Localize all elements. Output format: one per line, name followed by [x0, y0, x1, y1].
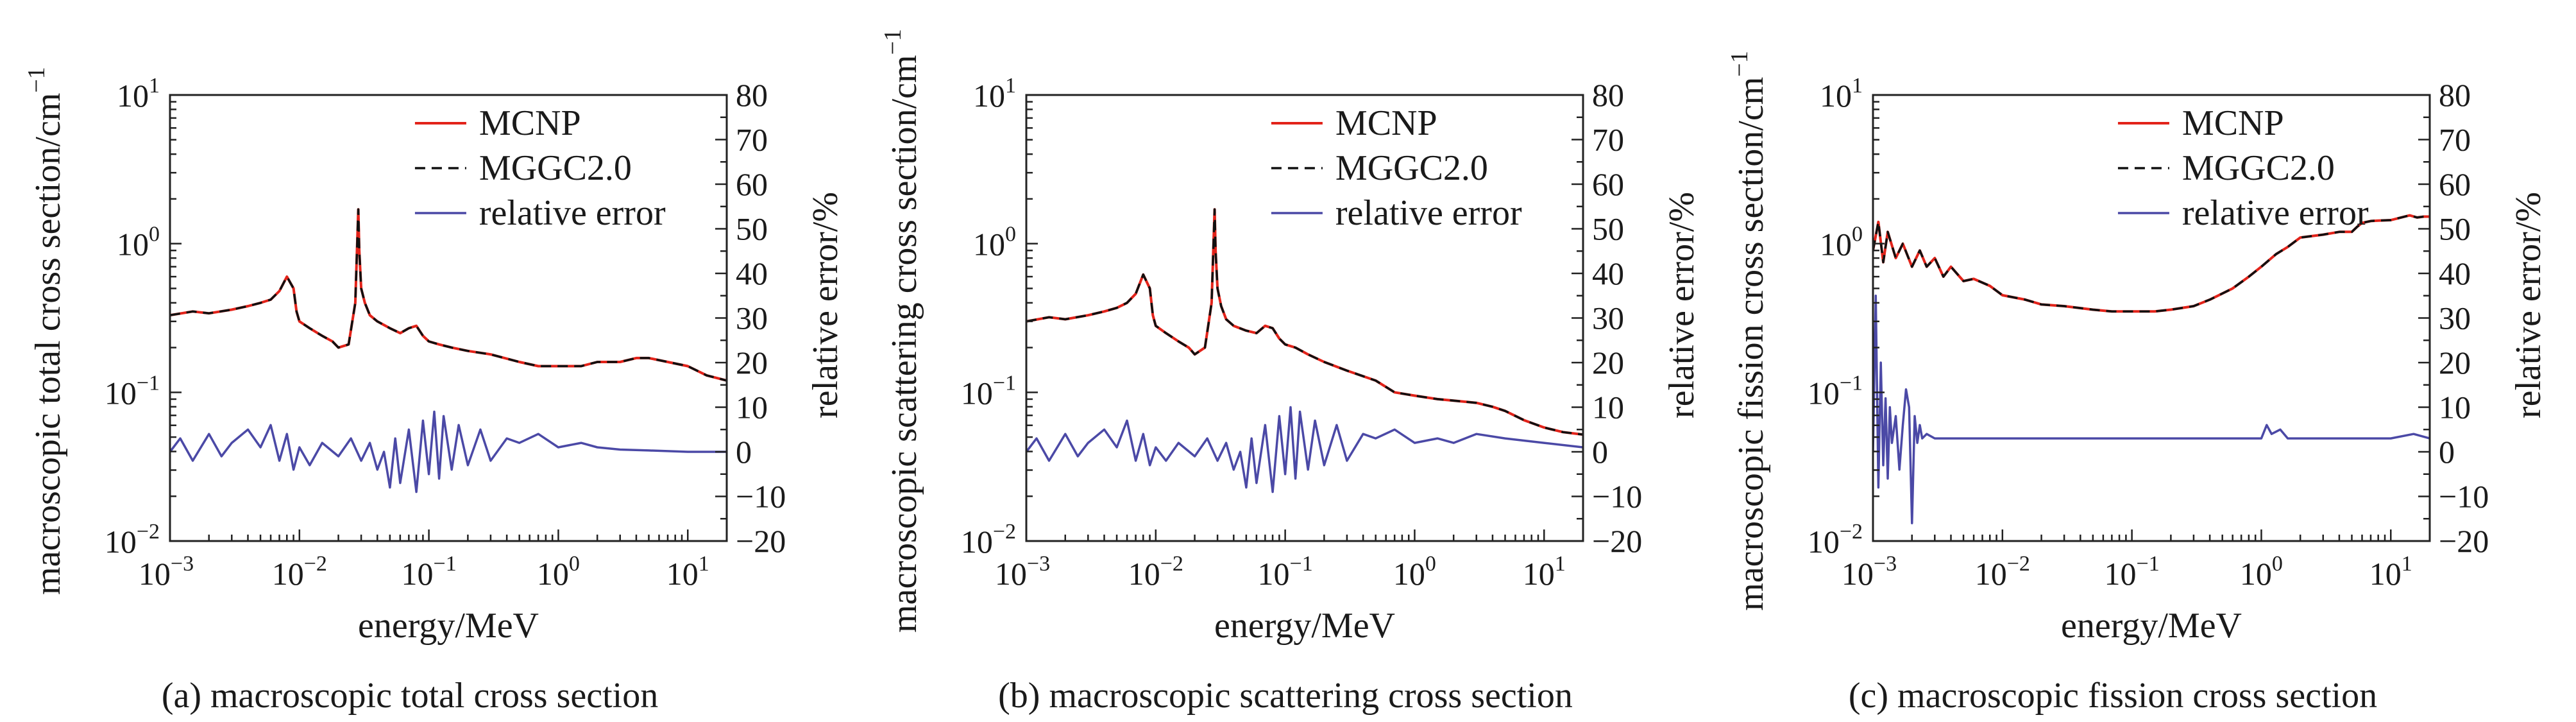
series-line-relative-error: [1026, 406, 1583, 494]
x-tick-label: 100: [2240, 552, 2283, 592]
y2-tick-label: 0: [1592, 434, 1608, 470]
legend-label: MGGC2.0: [479, 148, 632, 188]
x-tick-label: 10−1: [1258, 552, 1313, 592]
x-axis-title: energy/MeV: [2061, 606, 2242, 646]
y2-tick-label: 10: [2439, 390, 2471, 425]
plot-area: [1873, 214, 2430, 524]
series-line-mggc2-0: [170, 208, 727, 382]
series-line-mggc2-0: [1873, 214, 2430, 313]
x-tick-label: 10−3: [139, 552, 194, 592]
x-tick-label: 10−2: [272, 552, 327, 592]
x-tick-label: 10−2: [1128, 552, 1183, 592]
x-tick-label: 10−2: [1975, 552, 2030, 592]
y2-tick-label: 80: [2439, 77, 2471, 113]
x-axis-title: energy/MeV: [1214, 606, 1395, 646]
y2-tick-label: 40: [1592, 255, 1624, 291]
legend-label: MCNP: [1335, 103, 1437, 143]
y-tick-label: 101: [1820, 74, 1863, 114]
chart-panel-b: 10−3 10−2 10−1 100 10110−210−1100101−20−1001…: [879, 29, 1702, 716]
figure-caption: (b) macroscopic scattering cross section: [998, 676, 1573, 716]
y2-tick-label: 0: [736, 434, 752, 470]
x-tick-label: 10−1: [2105, 552, 2160, 592]
series-line-relative-error: [170, 410, 727, 494]
y-axis-title: macroscopic fission cross section/cm−1: [1726, 51, 1771, 610]
series-line-relative-error: [1873, 294, 2430, 524]
x-tick-label: 10−3: [995, 552, 1050, 592]
plot-area: [170, 208, 727, 494]
y-tick-label: 10−2: [1808, 520, 1863, 560]
series-line-mggc2-0: [1026, 208, 1583, 436]
y2-tick-label: 30: [2439, 300, 2471, 336]
y2-tick-label: 20: [1592, 345, 1624, 381]
y2-axis-title: relative error/%: [806, 192, 845, 418]
y2-tick-label: −10: [1592, 479, 1642, 515]
y2-axis-title: relative error/%: [2509, 192, 2548, 418]
y2-tick-label: 50: [736, 211, 768, 247]
y-tick-label: 10−2: [105, 520, 160, 560]
y2-tick-label: 20: [2439, 345, 2471, 381]
y2-tick-label: 70: [736, 122, 768, 158]
y-tick-label: 100: [117, 223, 160, 262]
legend-label: MGGC2.0: [1335, 148, 1488, 188]
y-tick-label: 10−2: [961, 520, 1016, 560]
y-tick-label: 100: [1820, 223, 1863, 262]
x-tick-label: 100: [537, 552, 580, 592]
y2-tick-label: 20: [736, 345, 768, 381]
y2-tick-label: 60: [2439, 166, 2471, 202]
y2-tick-label: −20: [2439, 523, 2489, 559]
y2-tick-label: 10: [736, 390, 768, 425]
y2-tick-label: 0: [2439, 434, 2455, 470]
y2-tick-label: −10: [736, 479, 786, 515]
y2-tick-label: 80: [736, 77, 768, 113]
y2-tick-label: 60: [736, 166, 768, 202]
y-tick-label: 100: [973, 223, 1016, 262]
y2-tick-label: 80: [1592, 77, 1624, 113]
y2-tick-label: −10: [2439, 479, 2489, 515]
legend-label: MGGC2.0: [2182, 148, 2335, 188]
legend: MCNP MGGC2.0 relative error: [414, 103, 666, 233]
y2-axis-title: relative error/%: [1662, 192, 1702, 418]
chart-panel-a: 10−3 10−2 10−1 100 10110−210−1100101−20−1001…: [23, 67, 845, 716]
x-tick-label: 101: [1523, 552, 1566, 592]
y2-tick-label: 10: [1592, 390, 1624, 425]
y2-tick-label: 50: [1592, 211, 1624, 247]
y-tick-label: 10−1: [1808, 371, 1863, 411]
x-tick-label: 100: [1393, 552, 1436, 592]
legend-label: MCNP: [2182, 103, 2284, 143]
y2-tick-label: −20: [736, 523, 786, 559]
y2-tick-label: 70: [2439, 122, 2471, 158]
legend-label: relative error: [2182, 193, 2369, 233]
y-tick-label: 101: [973, 74, 1016, 114]
chart-panel-c: 10−3 10−2 10−1 100 10110−210−1100101−20−1001…: [1726, 51, 2548, 716]
x-tick-label: 10−1: [402, 552, 457, 592]
y-axis-title: macroscopic scattering cross section/cm−…: [879, 29, 924, 633]
y2-tick-label: 30: [1592, 300, 1624, 336]
y-tick-label: 101: [117, 74, 160, 114]
figure-caption: (c) macroscopic fission cross section: [1849, 676, 2377, 716]
legend: MCNP MGGC2.0 relative error: [2117, 103, 2369, 233]
legend-label: relative error: [1335, 193, 1522, 233]
figure-caption: (a) macroscopic total cross section: [162, 676, 658, 716]
y2-tick-label: 70: [1592, 122, 1624, 158]
y2-tick-label: 40: [736, 255, 768, 291]
y-tick-label: 10−1: [105, 371, 160, 411]
y2-tick-label: 50: [2439, 211, 2471, 247]
x-axis-title: energy/MeV: [358, 606, 539, 646]
y2-tick-label: 40: [2439, 255, 2471, 291]
x-tick-label: 10−3: [1842, 552, 1897, 592]
y2-tick-label: 60: [1592, 166, 1624, 202]
x-tick-label: 101: [666, 552, 709, 592]
legend: MCNP MGGC2.0 relative error: [1271, 103, 1522, 233]
y-axis-title: macroscopic total cross section/cm−1: [23, 67, 68, 595]
plot-area: [1026, 208, 1583, 494]
y2-tick-label: −20: [1592, 523, 1642, 559]
y-tick-label: 10−1: [961, 371, 1016, 411]
x-tick-label: 101: [2369, 552, 2412, 592]
legend-label: MCNP: [479, 103, 581, 143]
y2-tick-label: 30: [736, 300, 768, 336]
legend-label: relative error: [479, 193, 666, 233]
